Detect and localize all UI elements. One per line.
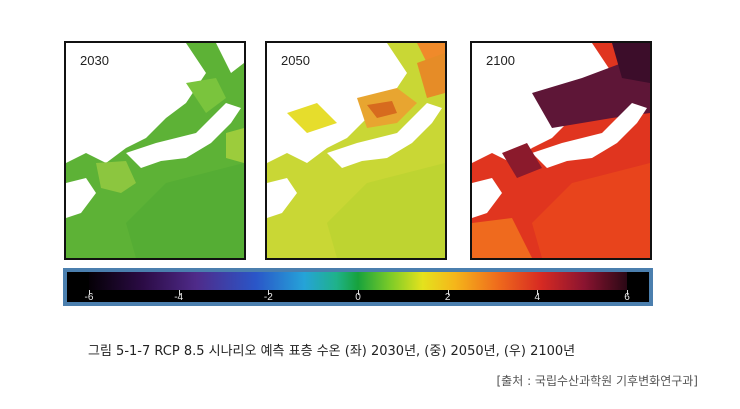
sst-map-2030 [66, 43, 244, 258]
colorbar-body: -6 -4 -2 0 2 4 6 [67, 272, 649, 303]
map-panel-2100: 2100 [470, 41, 652, 260]
colorbar-tick [627, 290, 628, 295]
colorbar-tick-label: -4 [174, 292, 184, 303]
colorbar-tick-label: 2 [444, 292, 451, 303]
colorbar-tick [358, 290, 359, 295]
colorbar-gradient [89, 272, 627, 290]
map-panel-2050: 2050 [265, 41, 447, 260]
sst-map-2050 [267, 43, 445, 258]
panel-year-label: 2100 [486, 53, 515, 68]
figure-source: [출처 : 국립수산과학원 기후변화연구과] [496, 374, 699, 388]
colorbar-tick [178, 290, 180, 295]
panel-year-label: 2030 [80, 53, 109, 68]
panel-year-label: 2050 [281, 53, 310, 68]
figure-caption: 그림 5-1-7 RCP 8.5 시나리오 예측 표층 수온 (좌) 2030년… [88, 344, 576, 359]
colorbar-tick [268, 290, 270, 295]
sst-map-2100 [472, 43, 650, 258]
colorbar-tick [447, 290, 449, 295]
colorbar-tick-label: 4 [534, 292, 541, 303]
colorbar-tick [537, 290, 539, 295]
colorbar-tick-label: 0 [355, 292, 361, 303]
colorbar-tick-label: 6 [624, 292, 630, 303]
colorbar-tick-label: -2 [263, 292, 273, 303]
colorbar-tick-label: -6 [84, 292, 94, 303]
map-panel-2030: 2030 [64, 41, 246, 260]
colorbar-tick [89, 290, 90, 295]
colorbar: -6 -4 -2 0 2 4 6 [63, 268, 653, 306]
